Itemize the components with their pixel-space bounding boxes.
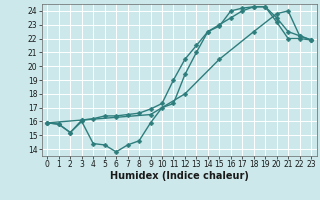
X-axis label: Humidex (Indice chaleur): Humidex (Indice chaleur)	[110, 171, 249, 181]
